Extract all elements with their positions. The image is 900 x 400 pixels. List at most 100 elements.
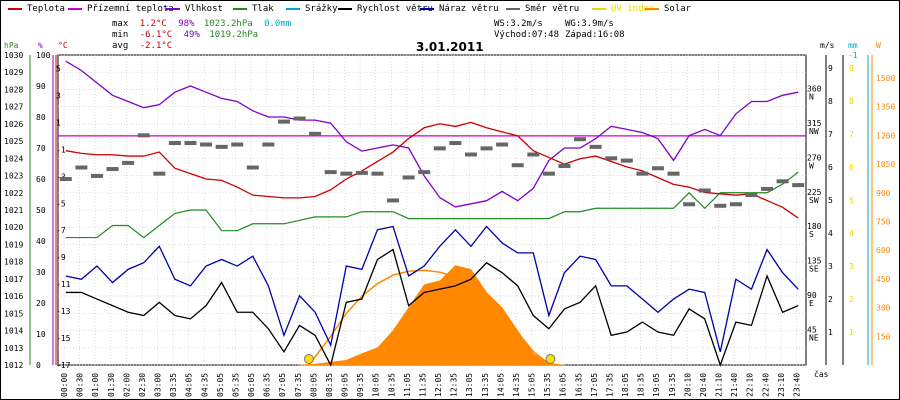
pct-tick-label: 10 xyxy=(36,330,46,339)
series-wind-direction-mark xyxy=(387,198,400,203)
series-wind-direction-mark xyxy=(418,170,431,175)
series-wind-direction-mark xyxy=(184,141,197,146)
series-wind-direction-mark xyxy=(277,119,290,124)
series-wind-direction-mark xyxy=(651,166,664,171)
series-solar-area xyxy=(299,265,565,366)
hpa-tick-label: 1013 xyxy=(4,344,23,353)
hpa-tick-label: 1022 xyxy=(4,189,23,198)
celsius-tick-label: 3 xyxy=(56,91,61,100)
mm-tick-label: -1 xyxy=(848,51,858,60)
max-temp: 1.2°C xyxy=(139,19,167,29)
x-tick-label: 17:35 xyxy=(605,373,614,397)
series-wind-direction-mark xyxy=(293,116,306,121)
ms-tick-label: 7 xyxy=(828,130,833,139)
uv-tick-label: 6 xyxy=(849,163,854,172)
series-wind-direction-mark xyxy=(75,165,88,170)
series-wind-direction-mark xyxy=(776,179,789,184)
x-tick-label: 00:30 xyxy=(76,373,85,397)
direction-compass-label: S xyxy=(809,230,814,239)
min-pressure: 1019.2hPa xyxy=(209,30,259,40)
direction-tick-label: 360 xyxy=(807,84,822,93)
hpa-tick-label: 1030 xyxy=(4,51,23,60)
legend-item: Směr větru xyxy=(506,3,579,15)
direction-compass-label: SE xyxy=(809,265,819,274)
legend-item: Rychlost větru xyxy=(338,3,433,15)
mm-unit: mm xyxy=(848,41,858,50)
x-tick-label: 12:05 xyxy=(434,373,443,397)
series-wind-direction-mark xyxy=(511,163,524,168)
x-tick-label: 23:10 xyxy=(777,373,786,397)
direction-tick-label: 270 xyxy=(807,153,822,162)
wind-gust-avg: WG:3.9m/s xyxy=(565,19,614,29)
legend-swatch xyxy=(68,7,82,10)
x-tick-label: 14:05 xyxy=(496,373,505,397)
celsius-tick-label: -15 xyxy=(56,334,71,343)
pct-tick-label: 0 xyxy=(36,361,41,370)
x-tick-label: 18:05 xyxy=(621,373,630,397)
series-wind-direction-mark xyxy=(496,142,509,147)
x-tick-label: 11:05 xyxy=(403,373,412,397)
series-gust-line xyxy=(65,225,799,352)
series-wind-direction-mark xyxy=(106,167,119,172)
hpa-tick-label: 1024 xyxy=(4,154,23,163)
stats-avg-row: avg -2.1°C xyxy=(112,41,172,51)
direction-compass-label: E xyxy=(809,299,814,308)
x-tick-label: 23:40 xyxy=(792,373,801,397)
pct-tick-label: 100 xyxy=(36,51,51,60)
series-wind-direction-mark xyxy=(480,146,493,151)
sunset-time: Západ:16:08 xyxy=(565,30,625,40)
series-wind-direction-mark xyxy=(542,171,555,176)
pct-tick-label: 20 xyxy=(36,299,46,308)
uv-tick-label: 4 xyxy=(849,229,854,238)
x-tick-label: 07:35 xyxy=(294,373,303,397)
series-wind-speed-line xyxy=(65,248,799,367)
x-tick-label: 01:30 xyxy=(107,373,116,397)
hpa-tick-label: 1016 xyxy=(4,292,23,301)
series-wind-direction-mark xyxy=(636,171,649,176)
x-tick-label: 06:05 xyxy=(247,373,256,397)
pct-tick-label: 70 xyxy=(36,144,46,153)
hpa-tick-label: 1028 xyxy=(4,85,23,94)
x-tick-label: 18:35 xyxy=(637,373,646,397)
pct-tick-label: 30 xyxy=(36,268,46,277)
series-wind-direction-mark xyxy=(729,202,742,207)
legend-item: Srážky xyxy=(286,3,338,15)
x-tick-label: 15:35 xyxy=(543,373,552,397)
series-wind-direction-mark xyxy=(792,183,805,188)
series-wind-direction-mark xyxy=(589,144,602,149)
legend-swatch xyxy=(506,7,520,10)
direction-compass-label: NE xyxy=(809,334,819,343)
ms-tick-label: 5 xyxy=(828,196,833,205)
sun-marker-sunset xyxy=(545,354,556,364)
x-tick-label: 16:05 xyxy=(559,373,568,397)
x-tick-label: 08:05 xyxy=(309,373,318,397)
legend-item: Přízemní teplota xyxy=(68,3,174,15)
series-wind-direction-mark xyxy=(200,142,213,147)
celsius-tick-label: -9 xyxy=(56,253,66,262)
x-tick-label: 04:35 xyxy=(200,373,209,397)
celsius-tick-label: 1 xyxy=(56,118,61,127)
legend-item: Náraz větru xyxy=(420,3,499,15)
series-wind-direction-mark xyxy=(324,170,337,175)
stats-min-row: min -6.1°C 49% 1019.2hPa xyxy=(112,30,258,40)
sun-marker-sunrise xyxy=(303,354,314,364)
series-wind-direction-mark xyxy=(168,141,181,146)
direction-tick-label: 225 xyxy=(807,188,822,197)
solar-tick-label: 900 xyxy=(876,189,891,198)
direction-tick-label: 315 xyxy=(807,119,822,128)
max-pressure: 1023.2hPa xyxy=(203,19,253,29)
avg-label: avg xyxy=(112,41,129,51)
x-tick-label: 22:10 xyxy=(746,373,755,397)
series-wind-direction-mark xyxy=(433,146,446,151)
x-tick-label: 09:35 xyxy=(356,373,365,397)
series-wind-direction-mark xyxy=(262,142,275,147)
x-tick-label: 10:35 xyxy=(387,373,396,397)
series-wind-direction-mark xyxy=(449,141,462,146)
pct-tick-label: 60 xyxy=(36,175,46,184)
series-wind-direction-mark xyxy=(355,170,368,175)
legend-label: Směr větru xyxy=(525,4,580,14)
series-wind-direction-mark xyxy=(309,131,322,136)
solar-tick-label: 750 xyxy=(876,217,891,226)
